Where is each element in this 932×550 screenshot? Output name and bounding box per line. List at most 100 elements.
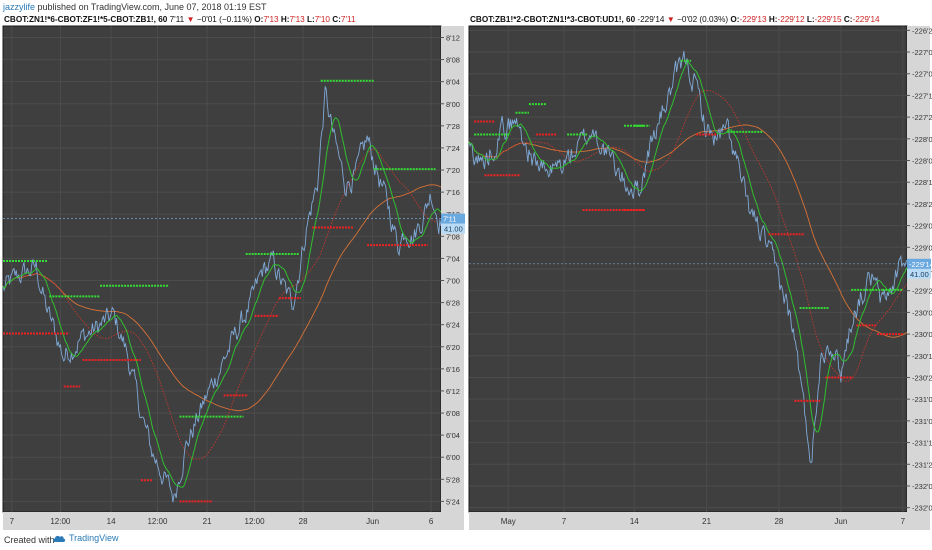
published-text: published on TradingView.com, June 07, 2… (37, 2, 267, 12)
y-tick-label: -231'00 (912, 395, 932, 404)
slow-moving-average-line (2, 184, 442, 412)
y-tick-label: -227'16 (912, 91, 932, 100)
y-tick-label: -231'08 (912, 417, 932, 426)
x-tick-label: 14 (630, 517, 639, 526)
publish-credit: jazzylife published on TradingView.com, … (3, 2, 267, 12)
tradingview-brand: TradingView (69, 533, 119, 543)
last-price-label: -229'14 (909, 260, 932, 269)
created-with-text: Created with (4, 535, 55, 545)
left-title-part: 7'11 (341, 15, 356, 24)
left-title-part: O: (254, 15, 263, 24)
y-tick-label: 8'08 (446, 56, 460, 65)
y-tick-label: -229'00 (912, 222, 932, 231)
author-link[interactable]: jazzylife (3, 2, 36, 12)
y-tick-label: 6'20 (446, 343, 460, 352)
x-tick-label: 12:00 (50, 517, 71, 526)
y-tick-label: -230'00 (912, 308, 932, 317)
right-title-part: O: (730, 15, 739, 24)
y-tick-label: 6'28 (446, 299, 460, 308)
left-title-part: 7'11 (170, 15, 187, 24)
y-tick-label: 7'08 (446, 232, 460, 241)
x-tick-label: 7 (10, 517, 15, 526)
y-tick-label: 7'24 (446, 144, 460, 153)
left-title-part: −0'01 (−0.11%) (197, 15, 254, 24)
volume-tag-bg (907, 268, 931, 279)
last-price-label: 7'11 (443, 215, 456, 224)
x-tick-label: 14 (107, 517, 116, 526)
y-tick-label: -230'24 (912, 373, 932, 382)
right-title-part: -229'12 (777, 15, 806, 24)
left-plot-area[interactable] (2, 25, 442, 513)
y-tick-label: 5'28 (446, 475, 460, 484)
y-tick-label: -231'24 (912, 460, 932, 469)
right-title-part: H: (769, 15, 778, 24)
chart-right-svg[interactable]: CBOT:ZB1!*2-CBOT:ZN1!*3-CBOT:UD1!, 60 -2… (466, 12, 932, 530)
right-title-part: -229'15 (815, 15, 844, 24)
left-price-axis[interactable] (441, 26, 464, 512)
y-tick-label: -230'08 (912, 330, 932, 339)
x-tick-label: 21 (702, 517, 711, 526)
left-time-axis[interactable] (3, 512, 464, 530)
x-tick-label: 28 (774, 517, 783, 526)
right-title-part: C: (844, 15, 853, 24)
y-tick-label: 8'00 (446, 100, 460, 109)
volume-label: 41.00 (910, 270, 929, 279)
tradingview-cloud-icon (53, 535, 66, 542)
y-tick-label: -228'24 (912, 200, 932, 209)
y-tick-label: 5'24 (446, 497, 460, 506)
chart-panel-left[interactable]: CBOT:ZN1!*6-CBOT:ZF1!*5-CBOT:ZB1!, 60 7'… (0, 12, 466, 530)
left-title-part: CBOT:ZN1!*6-CBOT:ZF1!*5-CBOT:ZB1!, 60 (4, 15, 170, 24)
right-symbol-title: CBOT:ZB1!*2-CBOT:ZN1!*3-CBOT:UD1!, 60 -2… (470, 15, 880, 24)
chart-left-svg[interactable]: CBOT:ZN1!*6-CBOT:ZF1!*5-CBOT:ZB1!, 60 7'… (0, 12, 466, 530)
right-title-bar (466, 12, 932, 26)
left-title-bar (0, 12, 466, 26)
x-tick-label: 6 (429, 517, 434, 526)
x-tick-label: 12:00 (245, 517, 266, 526)
y-tick-label: -228'00 (912, 135, 932, 144)
y-tick-label: 6'16 (446, 365, 460, 374)
x-tick-label: 21 (203, 517, 212, 526)
chart-panel-right[interactable]: CBOT:ZB1!*2-CBOT:ZN1!*3-CBOT:UD1!, 60 -2… (466, 12, 932, 530)
y-tick-label: 7'28 (446, 122, 460, 131)
y-tick-label: -227'24 (912, 113, 932, 122)
volume-label: 41.00 (444, 225, 463, 234)
left-symbol-title: CBOT:ZN1!*6-CBOT:ZF1!*5-CBOT:ZB1!, 60 7'… (4, 15, 356, 24)
left-title-part: 7'13 (290, 15, 308, 24)
last-price-tag-bg (907, 258, 931, 269)
fast-moving-average-line (2, 117, 442, 488)
right-title-part: -229'14 (853, 15, 881, 24)
price-line[interactable] (2, 86, 442, 503)
y-tick-label: -231'16 (912, 439, 932, 448)
x-tick-label: 7 (562, 517, 567, 526)
y-tick-label: 6'24 (446, 321, 460, 330)
left-title-part: 7'13 (263, 15, 281, 24)
last-price-tag-bg (441, 213, 465, 224)
y-tick-label: 6'04 (446, 431, 460, 440)
y-tick-label: -228'08 (912, 157, 932, 166)
y-tick-label: 7'20 (446, 166, 460, 175)
y-tick-label: 8'04 (446, 78, 460, 87)
right-time-axis[interactable] (469, 512, 930, 530)
left-title-part: H: (281, 15, 290, 24)
volume-tag-bg (441, 223, 465, 234)
right-title-part: -229'13 (739, 15, 768, 24)
y-tick-label: -228'16 (912, 178, 932, 187)
x-tick-label: 28 (299, 517, 308, 526)
right-title-part: L: (807, 15, 815, 24)
y-tick-label: -229'08 (912, 243, 932, 252)
left-title-part: 7'10 (315, 15, 333, 24)
footer: Created with TradingView (0, 530, 932, 550)
x-tick-label: 12:00 (147, 517, 168, 526)
right-title-part: −0'02 (0.03%) (677, 15, 730, 24)
y-tick-label: -227'00 (912, 48, 932, 57)
left-title-part: L: (307, 15, 315, 24)
y-tick-label: -232'00 (912, 482, 932, 491)
tradingview-logo[interactable]: TradingView (52, 533, 119, 543)
y-tick-label: 7'00 (446, 276, 460, 285)
y-tick-label: 8'12 (446, 33, 460, 42)
left-title-part: C: (332, 15, 341, 24)
y-tick-label: 6'08 (446, 409, 460, 418)
price-line[interactable] (468, 50, 908, 464)
y-tick-label: -227'08 (912, 70, 932, 79)
y-tick-label: -226'24 (912, 26, 932, 35)
